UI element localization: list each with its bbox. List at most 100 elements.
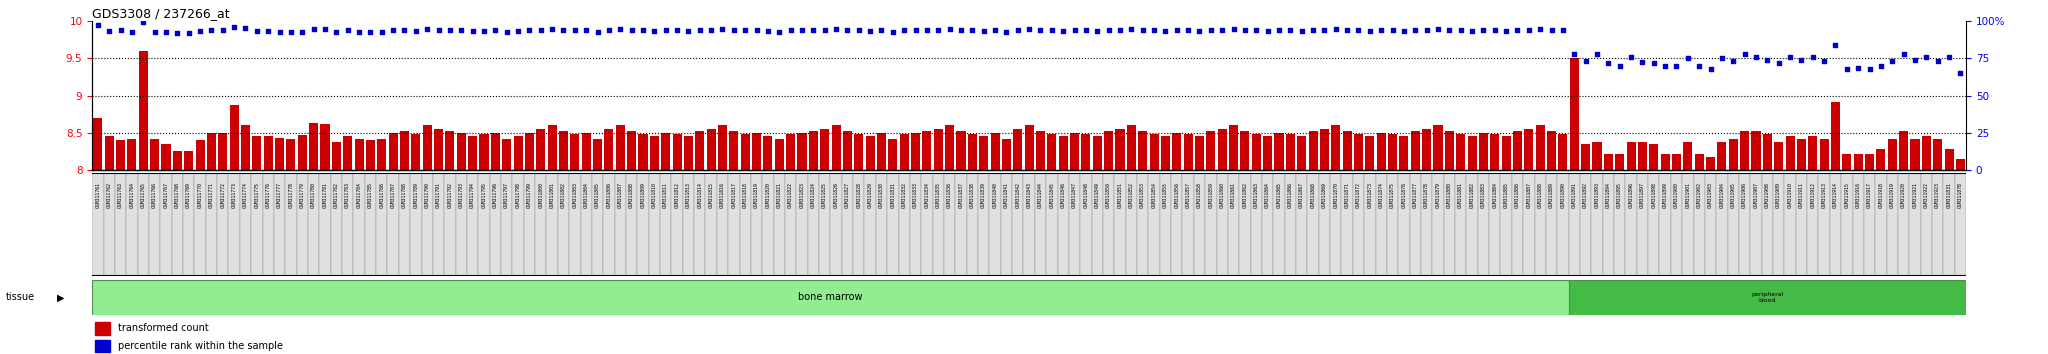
- Point: [694, 27, 727, 33]
- Point: [1331, 27, 1364, 33]
- Bar: [1694, 154, 1704, 170]
- Bar: [909, 173, 922, 276]
- Bar: [1116, 129, 1124, 170]
- Bar: [1149, 134, 1159, 170]
- Point: [592, 27, 625, 33]
- Text: GSM311823: GSM311823: [799, 182, 805, 207]
- Text: GSM311810: GSM311810: [651, 182, 657, 207]
- Point: [1911, 54, 1944, 60]
- Bar: [899, 173, 909, 276]
- Bar: [1171, 173, 1182, 276]
- Bar: [455, 173, 467, 276]
- Point: [717, 27, 750, 33]
- Bar: [569, 173, 580, 276]
- Point: [1808, 58, 1841, 64]
- Text: GSM311841: GSM311841: [1004, 182, 1010, 207]
- Text: GSM311781: GSM311781: [322, 182, 328, 207]
- Text: GSM311879: GSM311879: [1436, 182, 1440, 207]
- Point: [172, 30, 205, 36]
- Point: [1161, 27, 1194, 33]
- Bar: [922, 131, 932, 170]
- Text: GSM311799: GSM311799: [526, 182, 532, 207]
- Point: [434, 27, 467, 33]
- Bar: [797, 133, 807, 170]
- Text: GSM311860: GSM311860: [1221, 182, 1225, 207]
- Bar: [1819, 139, 1829, 170]
- Bar: [1341, 173, 1354, 276]
- Point: [195, 27, 227, 33]
- Bar: [829, 173, 842, 276]
- Bar: [537, 129, 545, 170]
- Bar: [797, 173, 807, 276]
- Text: GSM311875: GSM311875: [1391, 182, 1395, 207]
- Bar: [195, 140, 205, 170]
- Text: GSM311836: GSM311836: [946, 182, 952, 207]
- Bar: [1159, 173, 1171, 276]
- Bar: [1264, 137, 1272, 170]
- Bar: [1262, 173, 1274, 276]
- Bar: [1354, 173, 1364, 276]
- Bar: [1841, 173, 1853, 276]
- Bar: [285, 173, 297, 276]
- Bar: [979, 173, 989, 276]
- Text: GSM311777: GSM311777: [276, 182, 283, 207]
- Point: [297, 27, 330, 32]
- Bar: [557, 173, 569, 276]
- Point: [1716, 58, 1749, 64]
- Point: [354, 29, 387, 34]
- Text: GSM311917: GSM311917: [1868, 182, 1872, 207]
- Bar: [1944, 149, 1954, 170]
- Bar: [1047, 134, 1057, 170]
- Point: [1671, 56, 1704, 61]
- Bar: [1444, 173, 1454, 276]
- Bar: [172, 173, 182, 276]
- Text: GSM311822: GSM311822: [788, 182, 793, 207]
- Bar: [205, 173, 217, 276]
- Bar: [92, 173, 104, 276]
- Point: [877, 29, 909, 34]
- Point: [989, 29, 1022, 34]
- Text: GSM311831: GSM311831: [891, 182, 895, 207]
- Bar: [807, 173, 819, 276]
- Point: [1376, 28, 1409, 33]
- Bar: [1933, 139, 1942, 170]
- Text: GSM311797: GSM311797: [504, 182, 510, 207]
- Bar: [524, 173, 535, 276]
- Bar: [1468, 137, 1477, 170]
- Bar: [1296, 137, 1307, 170]
- Bar: [252, 173, 262, 276]
- Point: [162, 30, 195, 36]
- Bar: [1376, 133, 1386, 170]
- Text: GSM311795: GSM311795: [481, 182, 487, 207]
- Bar: [594, 139, 602, 170]
- Text: GSM311818: GSM311818: [743, 182, 748, 207]
- Bar: [1354, 134, 1364, 170]
- Bar: [127, 173, 137, 276]
- Bar: [547, 125, 557, 170]
- Bar: [1638, 142, 1647, 170]
- Bar: [854, 134, 864, 170]
- Point: [342, 29, 375, 34]
- Bar: [412, 134, 420, 170]
- Text: GSM311840: GSM311840: [993, 182, 997, 207]
- Bar: [989, 173, 1001, 276]
- Text: GSM311872: GSM311872: [1356, 182, 1362, 207]
- Bar: [367, 140, 375, 170]
- Bar: [954, 173, 967, 276]
- Point: [1149, 28, 1182, 34]
- Bar: [1954, 173, 1966, 276]
- Bar: [1479, 173, 1489, 276]
- Bar: [1319, 173, 1329, 276]
- Text: GSM311831: GSM311831: [1946, 182, 1952, 207]
- Text: GSM311776: GSM311776: [266, 182, 270, 207]
- Text: GSM311914: GSM311914: [1833, 182, 1837, 207]
- Bar: [1556, 173, 1569, 276]
- Point: [797, 27, 829, 33]
- Point: [1944, 70, 1976, 76]
- Bar: [1219, 129, 1227, 170]
- Text: GSM311912: GSM311912: [1810, 182, 1815, 207]
- Bar: [604, 129, 614, 170]
- Bar: [719, 125, 727, 170]
- Bar: [1274, 173, 1284, 276]
- Bar: [139, 51, 147, 170]
